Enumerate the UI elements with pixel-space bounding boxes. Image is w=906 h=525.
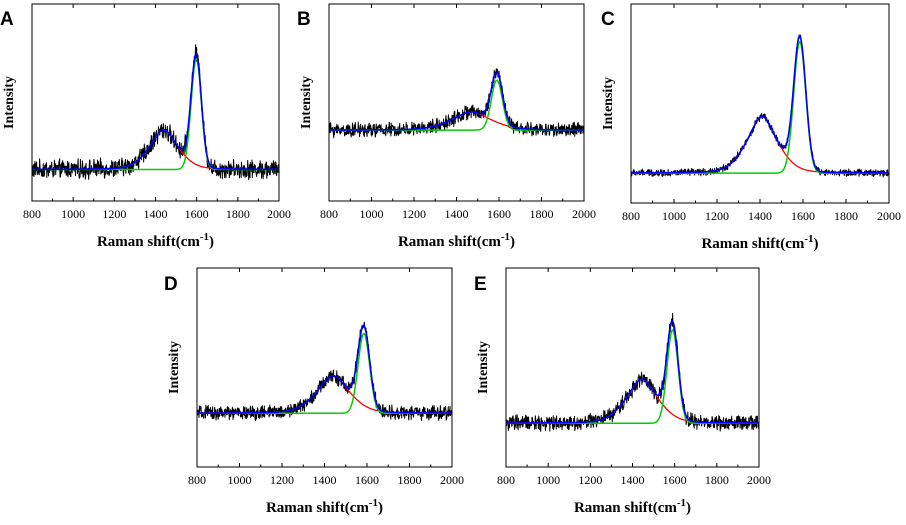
panel-a-letter: A [0, 9, 14, 30]
panel-d-letter: D [164, 274, 178, 295]
panel-e-xtick-label: 1400 [621, 473, 645, 487]
panel-d-xtick-label: 1800 [398, 473, 422, 487]
panel-b-xtick-label: 1400 [445, 207, 469, 221]
panel-c-plot-area [631, 34, 889, 178]
panel-d-xtick-label: 1400 [313, 473, 337, 487]
panel-b-g-band-line [329, 79, 584, 131]
panel-d-total-fit-line [197, 324, 452, 414]
panel-a-total-fit-line [32, 52, 279, 171]
panel-e-x-axis-title: Raman shift(cm-1) [574, 497, 691, 516]
panel-c-y-axis-title: Intensity [601, 77, 616, 130]
panel-c-xtick-label: 1400 [748, 209, 772, 223]
panel-e-xtick-label: 1800 [705, 473, 729, 487]
panel-d-x-axis-title: Raman shift(cm-1) [266, 497, 383, 516]
panel-b-frame [328, 3, 585, 202]
panel-a-xtick-label: 1600 [185, 207, 209, 221]
panel-e-total-fit-line [506, 320, 759, 424]
panel-a-g-band-line [32, 57, 279, 171]
panel-c-xtick-label: 1000 [662, 209, 686, 223]
panel-d-g-band-line [197, 332, 452, 415]
panel-e-g-band-line [506, 329, 759, 424]
panel-c-xtick-label: 1200 [705, 209, 729, 223]
panel-a-xtick-label: 1800 [226, 207, 250, 221]
panel-b-xtick-label: 1600 [487, 207, 511, 221]
panel-c: 800 1000 1200 1400 1600 1800 2000 Raman shift(c… [601, 3, 901, 252]
panel-a-y-axis-title: Intensity [2, 76, 17, 129]
panel-d: 800 1000 1200 1400 1600 1800 2000 Raman shift(c… [164, 267, 464, 516]
panel-e: 800 1000 1200 1400 1600 1800 2000 Raman shift(c… [474, 267, 771, 516]
panel-e-letter: E [474, 274, 487, 295]
panel-d-xtick-label: 1600 [355, 473, 379, 487]
panel-e-xtick-label: 2000 [747, 473, 771, 487]
panel-c-xtick-label: 2000 [877, 209, 901, 223]
panel-e-plot-area [506, 312, 759, 432]
panel-d-measured-line [197, 321, 452, 421]
panel-a-xtick-label: 1400 [144, 207, 168, 221]
panel-c-measured-line [631, 34, 889, 178]
panel-a-measured-line [32, 44, 279, 181]
panel-d-xtick-label: 2000 [440, 473, 464, 487]
panel-d-xtick-label: 1200 [270, 473, 294, 487]
panel-a-x-axis-title: Raman shift(cm-1) [97, 231, 214, 250]
panel-c-x-axis-title: Raman shift(cm-1) [701, 233, 818, 252]
panel-e-xtick-label: 1600 [663, 473, 687, 487]
panel-b-x-axis-title: Raman shift(cm-1) [398, 231, 515, 250]
panel-b-xtick-label: 1800 [530, 207, 554, 221]
panel-e-xtick-label: 1200 [578, 473, 602, 487]
panel-d-xtick-label: 800 [188, 473, 206, 487]
panel-d-y-axis-title: Intensity [167, 341, 182, 394]
panel-b-xtick-label: 2000 [572, 207, 596, 221]
panel-a-plot-area [32, 44, 279, 181]
panel-a-xtick-label: 1200 [102, 207, 126, 221]
panel-c-d-band-line [631, 115, 889, 174]
panel-e-y-axis-title: Intensity [476, 341, 491, 394]
panel-c-xtick-label: 1800 [834, 209, 858, 223]
panel-b-measured-line [329, 68, 584, 139]
panel-e-xtick-label: 1000 [536, 473, 560, 487]
panel-a: 800 1000 1200 1400 1600 1800 2000 Raman shift(c… [0, 3, 291, 250]
panel-a-xtick-label: 800 [23, 207, 41, 221]
panel-b-y-axis-title: Intensity [299, 76, 314, 129]
panel-a-xtick-label: 2000 [267, 207, 291, 221]
panel-e-xtick-label: 800 [497, 473, 515, 487]
panel-e-measured-line [506, 312, 759, 432]
panel-c-g-band-line [631, 41, 889, 174]
panel-b-xtick-label: 1000 [360, 207, 384, 221]
panel-b: 800 1000 1200 1400 1600 1800 2000 Raman shift(c… [297, 3, 596, 250]
panel-c-total-fit-line [631, 35, 889, 174]
panel-b-plot-area [329, 68, 584, 139]
panel-b-total-fit-line [329, 71, 584, 131]
panel-c-xtick-label: 1600 [791, 209, 815, 223]
panel-a-xtick-label: 1000 [61, 207, 85, 221]
panel-c-xtick-label: 800 [622, 209, 640, 223]
panel-d-plot-area [197, 321, 452, 421]
panel-e-frame [505, 267, 760, 468]
panel-d-frame [196, 267, 453, 468]
panel-b-xtick-label: 800 [320, 207, 338, 221]
panel-b-xtick-label: 1200 [402, 207, 426, 221]
panel-c-letter: C [601, 9, 615, 30]
panel-d-xtick-label: 1000 [228, 473, 252, 487]
panel-b-letter: B [297, 9, 311, 30]
